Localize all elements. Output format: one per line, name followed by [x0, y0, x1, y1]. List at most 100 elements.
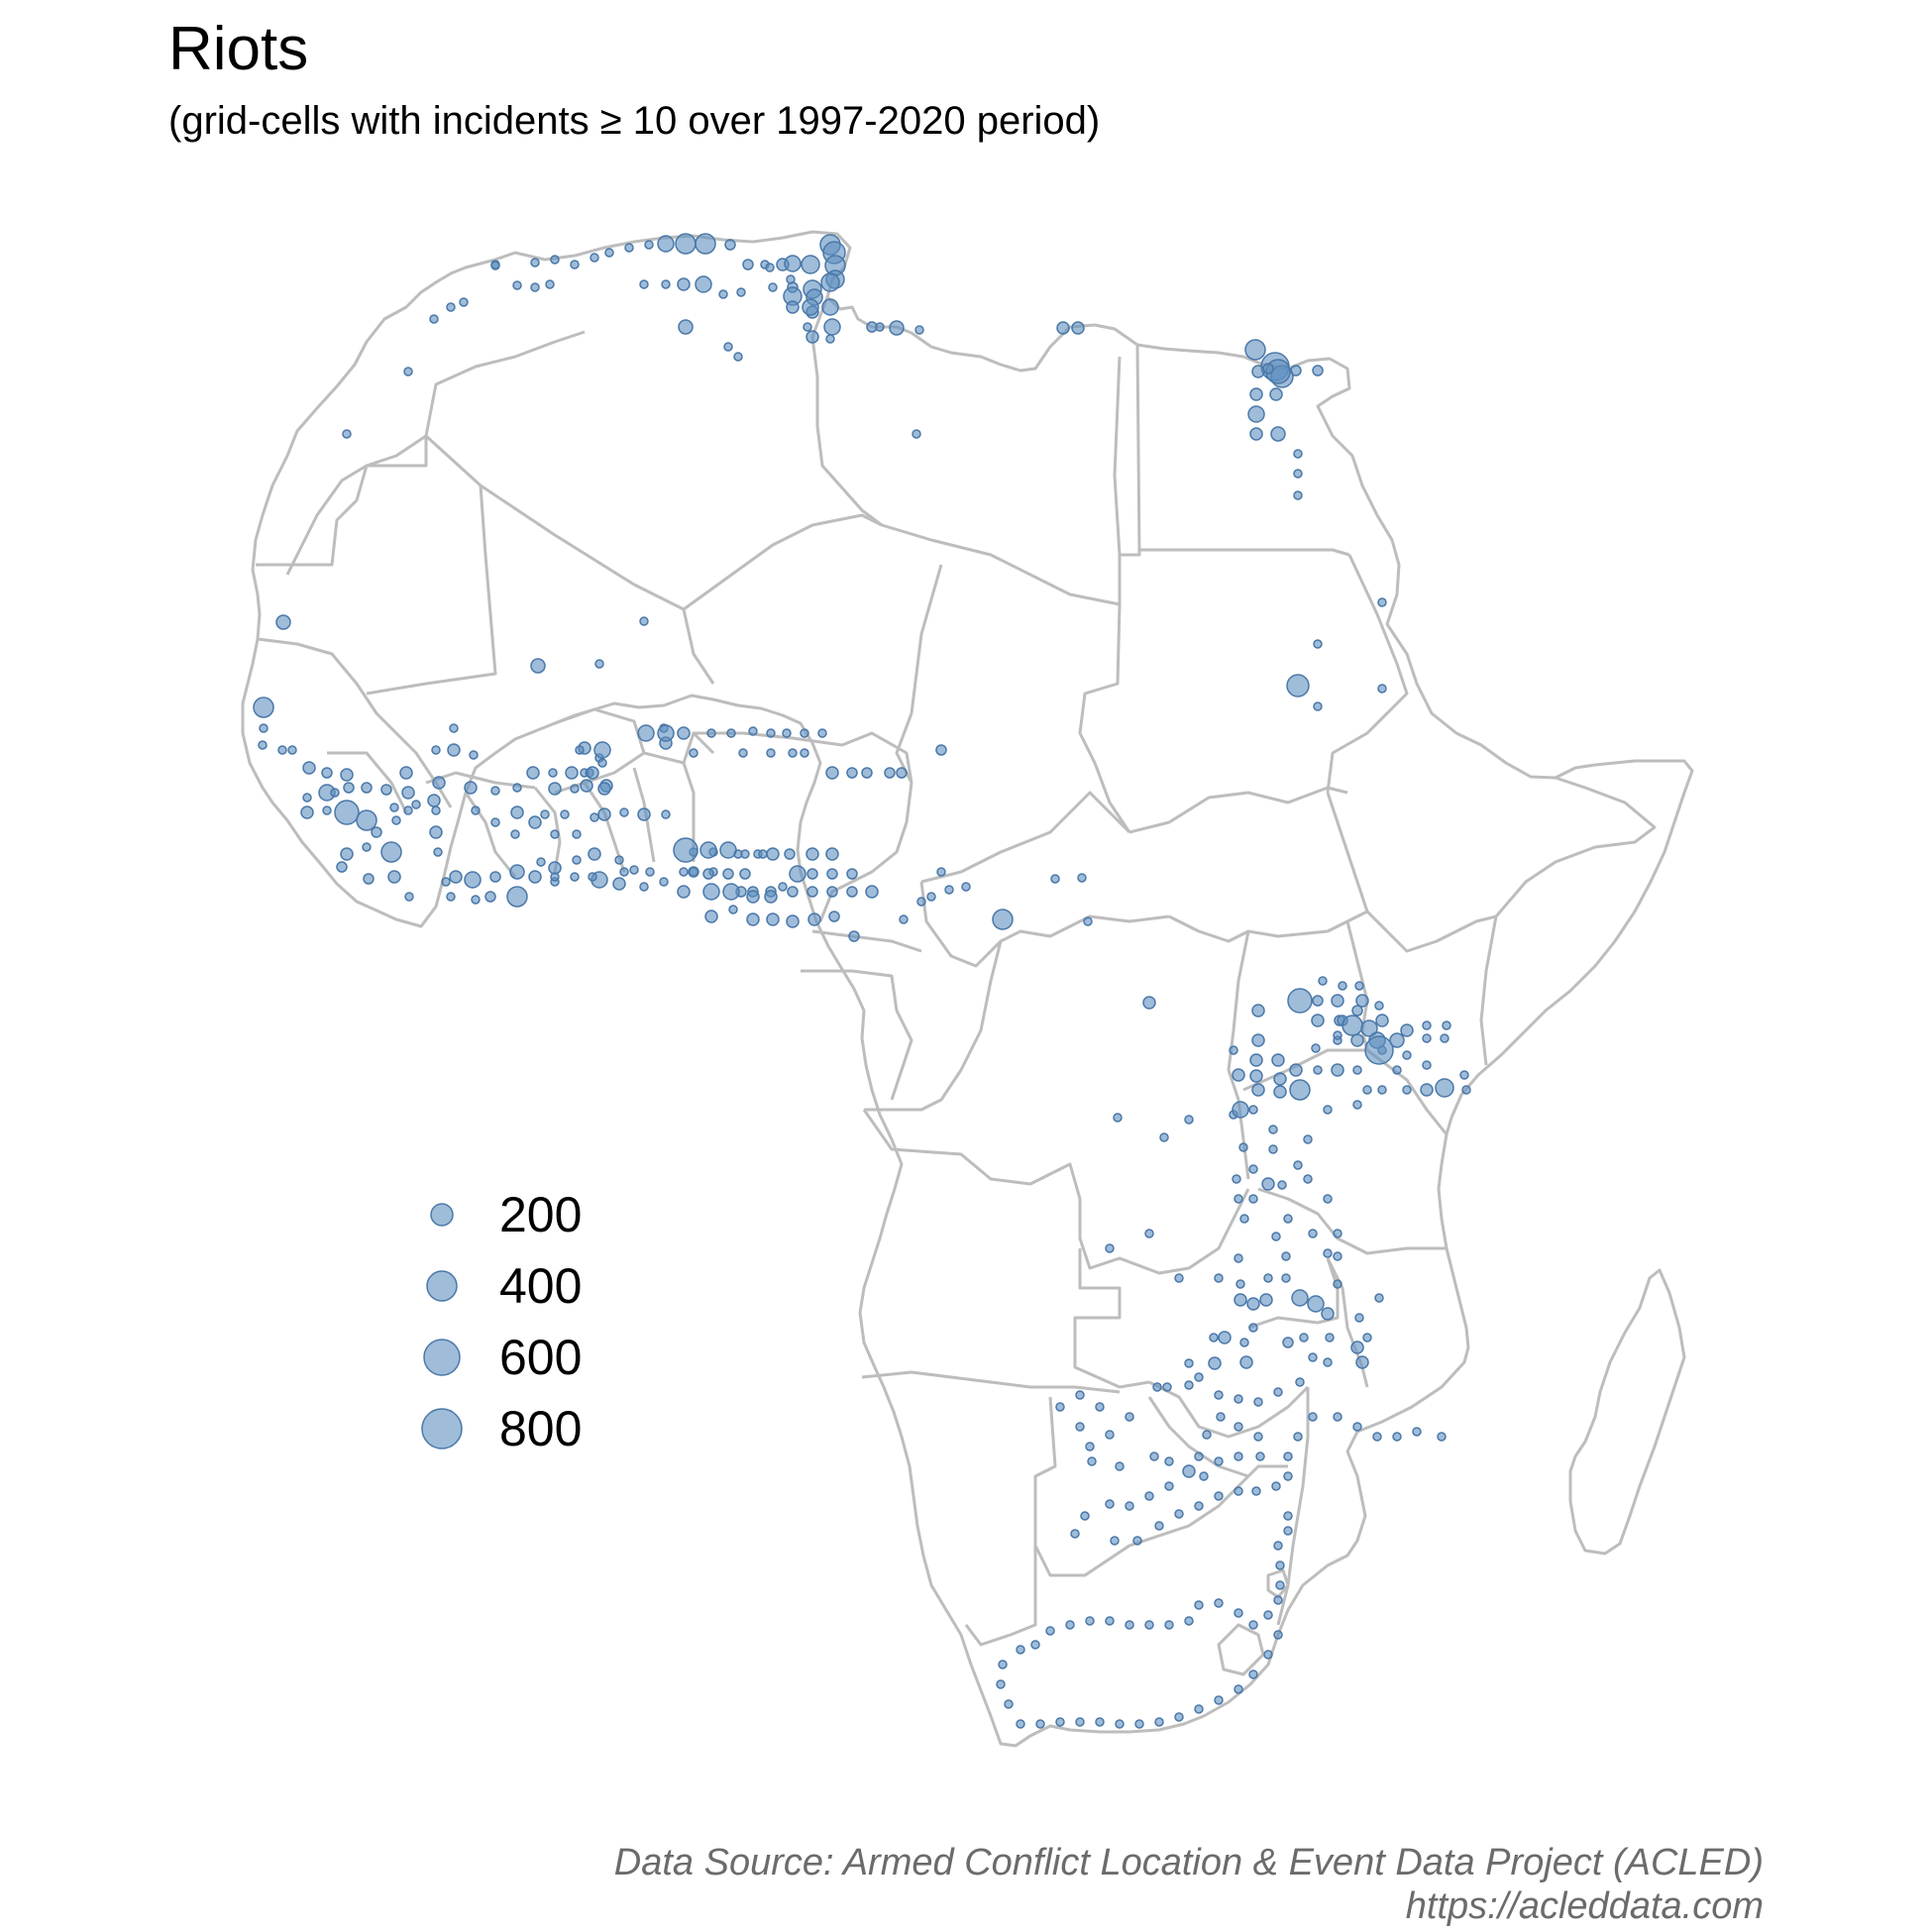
riot-point: [846, 868, 858, 880]
riot-point: [719, 841, 737, 859]
riot-point: [1360, 1020, 1378, 1037]
riot-point: [362, 842, 372, 852]
riot-point: [899, 914, 909, 924]
riot-point: [1283, 1511, 1293, 1521]
riot-point: [889, 320, 905, 336]
riot-point: [1174, 1273, 1184, 1283]
riot-point: [821, 298, 839, 316]
riot-point: [1055, 1717, 1065, 1727]
riot-point: [1113, 1113, 1123, 1123]
riot-point: [1377, 1085, 1387, 1095]
riot-point: [1035, 1719, 1045, 1729]
riot-point: [912, 429, 921, 439]
riot-point: [784, 255, 802, 272]
riot-point: [1125, 1501, 1134, 1511]
riot-point: [1125, 1620, 1134, 1630]
riot-point: [387, 870, 401, 884]
riot-point: [645, 867, 655, 877]
riot-point: [1377, 684, 1387, 694]
riot-point: [1312, 995, 1324, 1007]
riot-point: [786, 300, 800, 314]
riot-point: [334, 800, 360, 825]
riot-point: [1392, 1065, 1402, 1075]
border-namibia-botswana: [1033, 1396, 1101, 1577]
riot-point: [560, 809, 570, 819]
riot-point: [441, 877, 451, 887]
riot-point: [846, 886, 858, 898]
riot-point: [512, 783, 522, 793]
border-zambia-zimbabwe: [1148, 1380, 1310, 1439]
riot-point: [1273, 1085, 1287, 1099]
riot-point: [673, 837, 698, 863]
riot-point: [259, 723, 268, 733]
riot-point: [490, 786, 500, 796]
riot-point: [825, 847, 839, 861]
riot-point: [1239, 1338, 1249, 1347]
riot-point: [1234, 1684, 1243, 1694]
riot-point: [1075, 1717, 1085, 1727]
border-burkina-south: [643, 731, 715, 765]
riot-point: [661, 809, 671, 819]
riot-point: [1075, 1390, 1085, 1400]
riot-point: [510, 829, 520, 839]
riot-point: [805, 330, 819, 344]
riot-point: [570, 260, 580, 269]
riot-point: [1095, 1402, 1105, 1412]
riot-point: [637, 807, 651, 821]
riot-point: [1125, 1412, 1134, 1422]
riot-point: [411, 800, 421, 809]
riot-point: [875, 322, 885, 332]
legend-marker-600: [423, 1339, 461, 1376]
riot-point: [1374, 1001, 1384, 1011]
riot-point: [1273, 1630, 1283, 1640]
riot-point: [1323, 1248, 1333, 1258]
riot-point: [1325, 1333, 1335, 1342]
riot-point: [1214, 1456, 1224, 1466]
riot-point: [1050, 874, 1060, 884]
riot-point: [1251, 365, 1265, 378]
riot-point: [778, 882, 788, 892]
border-morocco-algeria: [285, 330, 586, 576]
riot-point: [1016, 1645, 1025, 1655]
riot-point: [1331, 994, 1344, 1008]
riot-point: [300, 805, 314, 819]
riot-point: [1283, 1526, 1293, 1536]
riot-point: [1234, 1608, 1243, 1618]
riot-point: [1248, 1164, 1258, 1174]
riot-point: [1333, 1279, 1342, 1289]
riot-point: [1291, 1289, 1309, 1307]
riot-point: [1249, 1053, 1263, 1067]
riot-point: [805, 847, 819, 861]
size-legend: 200 400 600 800: [421, 1187, 582, 1456]
riot-point: [1459, 1070, 1469, 1080]
riot-point: [787, 886, 799, 898]
riot-point: [1234, 1486, 1243, 1496]
riot-point: [746, 912, 760, 926]
riot-point: [916, 897, 926, 907]
source-caption-line1: Data Source: Armed Conflict Location & E…: [613, 1842, 1764, 1883]
riot-point: [800, 728, 809, 738]
riot-point: [597, 807, 611, 821]
riot-point: [1071, 321, 1085, 335]
border-botswana-zimbabwe: [1147, 1396, 1249, 1478]
riot-point: [1234, 1293, 1247, 1307]
riot-point: [389, 803, 399, 812]
riot-point: [1232, 1068, 1245, 1082]
riot-point: [1154, 1717, 1164, 1727]
riot-point: [1402, 1085, 1412, 1095]
riot-point: [1194, 1372, 1204, 1382]
riot-point: [718, 289, 728, 299]
riot-point: [699, 841, 717, 859]
riot-point: [588, 847, 601, 861]
riot-point: [597, 782, 611, 796]
riot-point: [1095, 1717, 1105, 1727]
riot-point: [446, 892, 456, 902]
border-ethiopia-somalia: [1494, 776, 1657, 917]
riot-point: [1262, 363, 1274, 375]
riot-point: [1412, 1427, 1422, 1437]
riot-point: [1249, 387, 1263, 401]
riot-point: [1144, 1620, 1154, 1630]
legend-label-800: 800: [499, 1401, 582, 1456]
riot-point: [1293, 449, 1303, 459]
riot-point: [1420, 1083, 1434, 1097]
